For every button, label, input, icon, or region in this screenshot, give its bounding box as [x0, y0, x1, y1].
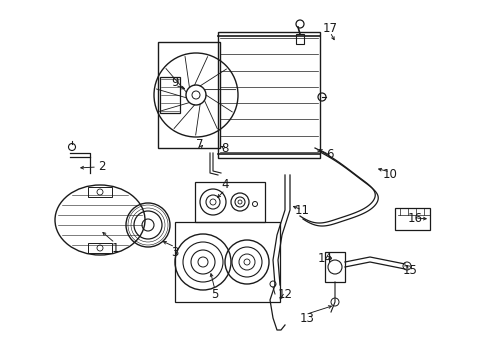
- Text: 7: 7: [196, 139, 203, 152]
- Text: 1: 1: [111, 242, 119, 255]
- Text: 15: 15: [402, 264, 417, 276]
- Bar: [218, 32, 319, 158]
- Text: 4: 4: [221, 179, 228, 192]
- Text: 13: 13: [299, 311, 314, 324]
- Bar: [175, 222, 280, 302]
- Text: 5: 5: [211, 288, 218, 302]
- Text: 2: 2: [98, 161, 105, 174]
- Text: 8: 8: [221, 141, 228, 154]
- Text: 17: 17: [322, 22, 337, 35]
- Text: 14: 14: [317, 252, 332, 265]
- Bar: [160, 77, 180, 113]
- Text: 9: 9: [171, 76, 179, 89]
- Text: 11: 11: [294, 203, 309, 216]
- Text: 3: 3: [171, 246, 178, 258]
- Text: 16: 16: [407, 211, 422, 225]
- Text: 12: 12: [277, 288, 292, 302]
- Bar: [158, 42, 220, 148]
- Bar: [195, 182, 264, 222]
- Text: 10: 10: [382, 168, 397, 181]
- Bar: [88, 243, 112, 253]
- Bar: [88, 187, 112, 197]
- Bar: [325, 252, 345, 282]
- Bar: [295, 34, 304, 44]
- Bar: [394, 208, 429, 230]
- Text: 6: 6: [325, 148, 333, 162]
